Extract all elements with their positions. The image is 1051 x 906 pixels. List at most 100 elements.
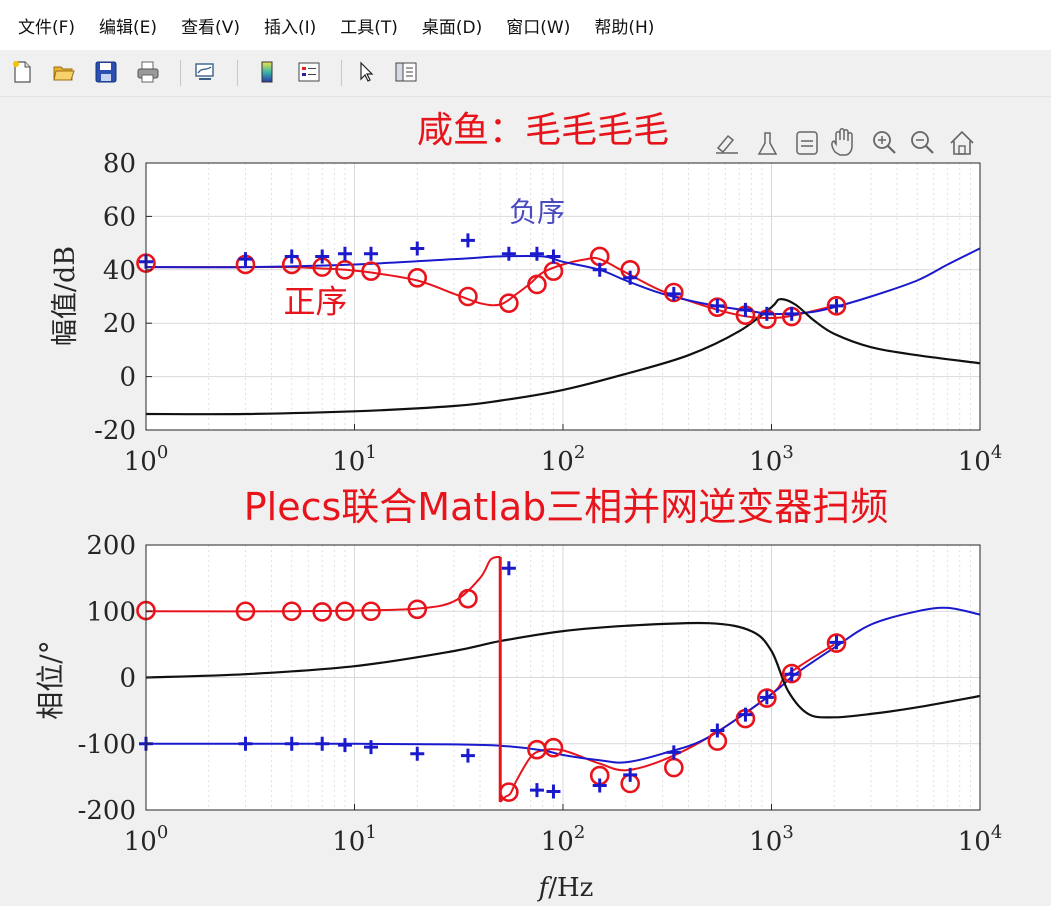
plus-marker — [784, 306, 799, 321]
y-tick-label: -200 — [78, 796, 136, 826]
print-icon[interactable] — [134, 58, 162, 86]
circle-marker — [407, 599, 428, 620]
circle-marker — [458, 588, 478, 609]
brush-edit-icon[interactable] — [716, 134, 738, 154]
circle-marker — [235, 601, 256, 622]
x-tick-base: 10 — [124, 827, 157, 857]
pan-hand-icon[interactable] — [831, 128, 853, 156]
x-tick-exponent: 1 — [365, 442, 376, 463]
x-tick-label: 101 — [332, 822, 377, 857]
legend-icon[interactable] — [295, 58, 323, 86]
plus-marker — [592, 262, 607, 277]
link-figure-icon[interactable] — [191, 58, 219, 86]
circle-marker — [361, 261, 381, 281]
x-tick-label: 104 — [958, 442, 1003, 477]
x-tick-exponent: 0 — [157, 822, 168, 843]
y-tick-label: 80 — [103, 149, 136, 179]
new-file-icon[interactable] — [8, 58, 36, 86]
y-tick-label: 40 — [103, 256, 136, 286]
plus-marker — [623, 270, 638, 285]
circle-marker — [407, 268, 428, 288]
menu-insert[interactable]: 插入(I) — [263, 17, 317, 38]
menu-window[interactable]: 窗口(W) — [506, 17, 571, 38]
plus-marker — [759, 690, 774, 705]
circle-marker — [281, 601, 302, 622]
circle-marker — [664, 282, 684, 303]
circle-marker — [757, 688, 777, 708]
plus-marker — [738, 302, 753, 317]
y-tick-label: 20 — [103, 309, 136, 339]
x-tick-label: 103 — [749, 442, 794, 477]
plus-marker — [284, 249, 299, 264]
data-tips-icon[interactable] — [796, 131, 818, 155]
menu-view[interactable]: 查看(V) — [181, 17, 240, 38]
plus-marker — [529, 783, 544, 798]
plus-marker — [238, 736, 253, 751]
black-curve — [145, 621, 981, 719]
circle-marker — [543, 737, 564, 758]
menu-tools[interactable]: 工具(T) — [340, 17, 398, 38]
x-tick-exponent: 4 — [991, 442, 1002, 463]
plus-marker — [623, 767, 638, 782]
zoom-out-icon[interactable] — [911, 131, 934, 154]
menu-bar: 文件(F) 编辑(E) 查看(V) 插入(I) 工具(T) 桌面(D) 窗口(W… — [0, 0, 1051, 50]
annotation-positive-sequence: 正序 — [283, 283, 347, 321]
plus-marker — [284, 736, 299, 751]
circle-marker — [826, 633, 847, 653]
circle-marker — [335, 601, 355, 622]
menu-desktop[interactable]: 桌面(D) — [421, 17, 483, 38]
plus-marker — [501, 246, 516, 261]
figure-area: 100 101 102 103 104 -20 0 20 40 60 80 咸鱼：毛毛毛毛 幅值/d… — [0, 96, 1051, 903]
circle-marker — [335, 259, 355, 280]
plus-marker — [666, 286, 681, 301]
menu-file[interactable]: 文件(F) — [18, 17, 76, 38]
phase-ylabel: 相位/° — [34, 640, 67, 719]
open-folder-icon[interactable] — [50, 58, 78, 86]
plus-marker — [829, 635, 844, 650]
save-icon[interactable] — [92, 58, 120, 86]
phase-title: Plecs联合Matlab三相并网逆变器扫频 — [244, 485, 888, 529]
plus-marker — [501, 561, 516, 576]
magnitude-markers — [136, 233, 847, 329]
home-icon[interactable] — [950, 130, 974, 155]
circle-marker — [312, 602, 333, 622]
plus-marker — [666, 745, 681, 760]
plus-marker — [364, 740, 379, 755]
plus-marker — [337, 246, 352, 261]
x-tick-label: 101 — [332, 442, 377, 477]
x-tick-base: 10 — [124, 447, 157, 477]
x-tick-base: 10 — [332, 447, 365, 477]
x-tick-base: 10 — [332, 827, 365, 857]
property-inspector-icon[interactable] — [392, 58, 420, 86]
x-tick-base: 10 — [749, 447, 782, 477]
colorbar-icon[interactable] — [253, 58, 281, 86]
plus-marker — [710, 723, 725, 738]
plus-marker — [315, 736, 330, 751]
y-tick-label: 0 — [119, 363, 136, 393]
toolbar-separator — [237, 60, 238, 86]
figure-toolbar — [0, 50, 1051, 97]
y-tick-label: 100 — [86, 597, 136, 627]
plus-marker — [829, 298, 844, 313]
menu-help[interactable]: 帮助(H) — [594, 17, 655, 38]
plus-marker — [315, 249, 330, 264]
zoom-in-icon[interactable] — [873, 131, 896, 154]
menu-edit[interactable]: 编辑(E) — [99, 17, 158, 38]
annotation-negative-sequence: 负序 — [509, 196, 565, 229]
x-tick-exponent: 1 — [365, 822, 376, 843]
negative-curve — [145, 247, 981, 315]
pointer-icon[interactable] — [352, 58, 380, 86]
plus-marker — [460, 233, 475, 248]
plus-marker — [738, 707, 753, 722]
plus-marker — [784, 667, 799, 682]
y-tick-label: 200 — [86, 531, 136, 561]
circle-marker — [499, 293, 519, 313]
data-brush-icon[interactable] — [757, 132, 778, 155]
x-tick-label: 100 — [124, 442, 169, 477]
magnitude-title: 咸鱼：毛毛毛毛 — [417, 110, 669, 151]
plus-marker — [410, 241, 425, 256]
x-tick-exponent: 0 — [157, 442, 168, 463]
